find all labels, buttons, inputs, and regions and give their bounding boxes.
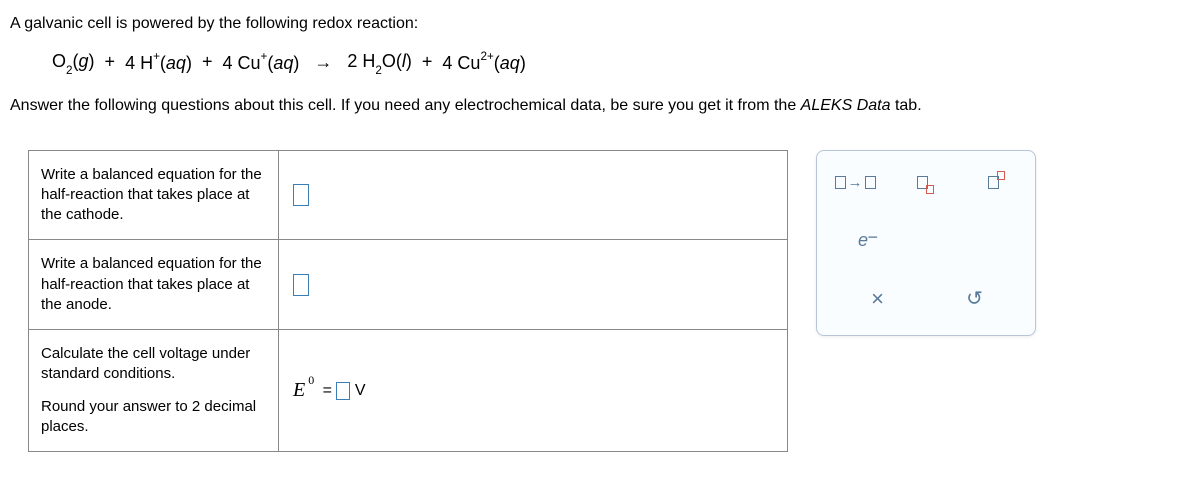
voltage-input[interactable] [336, 382, 350, 400]
cathode-prompt: Write a balanced equation for the half-r… [29, 151, 279, 240]
anode-input[interactable] [293, 274, 309, 296]
intro-text: A galvanic cell is powered by the follow… [10, 15, 1190, 33]
question-table: Write a balanced equation for the half-r… [28, 150, 788, 453]
e-standard-label: E0 [293, 379, 305, 402]
table-row: Write a balanced equation for the half-r… [29, 240, 787, 330]
symbol-palette: → e− × ↺ [816, 150, 1036, 336]
yields-button[interactable]: → [829, 165, 881, 201]
anode-prompt: Write a balanced equation for the half-r… [29, 240, 279, 329]
unit-label: V [355, 382, 366, 400]
undo-button[interactable]: ↺ [949, 281, 1001, 317]
cathode-input[interactable] [293, 184, 309, 206]
electron-button[interactable]: e− [837, 223, 889, 259]
table-row: Calculate the cell voltage under standar… [29, 330, 787, 451]
clear-button[interactable]: × [852, 281, 904, 317]
instructions-text: Answer the following questions about thi… [10, 97, 1190, 115]
superscript-button[interactable] [971, 165, 1023, 201]
subscript-button[interactable] [900, 165, 952, 201]
redox-equation: O2(g) + 4 H+(aq) + 4 Cu+(aq) → 2 H2O(l) … [52, 51, 1190, 75]
table-row: Write a balanced equation for the half-r… [29, 151, 787, 241]
voltage-prompt: Calculate the cell voltage under standar… [29, 330, 279, 451]
equals-sign: = [323, 382, 332, 400]
